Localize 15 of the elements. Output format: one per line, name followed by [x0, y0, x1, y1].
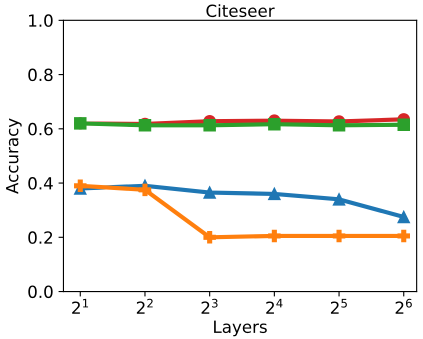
y-tick-label: 0.0: [28, 286, 53, 298]
x-tick-label: 2$^{6}$: [396, 298, 412, 314]
x-tick-label: 2$^{2}$: [136, 298, 153, 314]
y-tick-label: 0.8: [28, 68, 53, 82]
y-tick-label: 0.2: [28, 231, 52, 244]
y-tick-label: 0.4: [28, 177, 53, 190]
x-axis-title: Layers: [214, 320, 267, 336]
y-tick-label: 1.0: [29, 14, 53, 27]
x-tick-label: 2$^{3}$: [202, 298, 218, 314]
x-tick-label: 2$^{1}$: [72, 298, 88, 314]
x-tick-label: 2$^{5}$: [330, 298, 347, 314]
x-tick-label: 2$^{4}$: [266, 298, 283, 314]
chart-title: Citeseer: [206, 4, 275, 18]
y-axis-title: Accuracy: [6, 118, 22, 194]
y-tick-label: 0.6: [28, 122, 53, 136]
